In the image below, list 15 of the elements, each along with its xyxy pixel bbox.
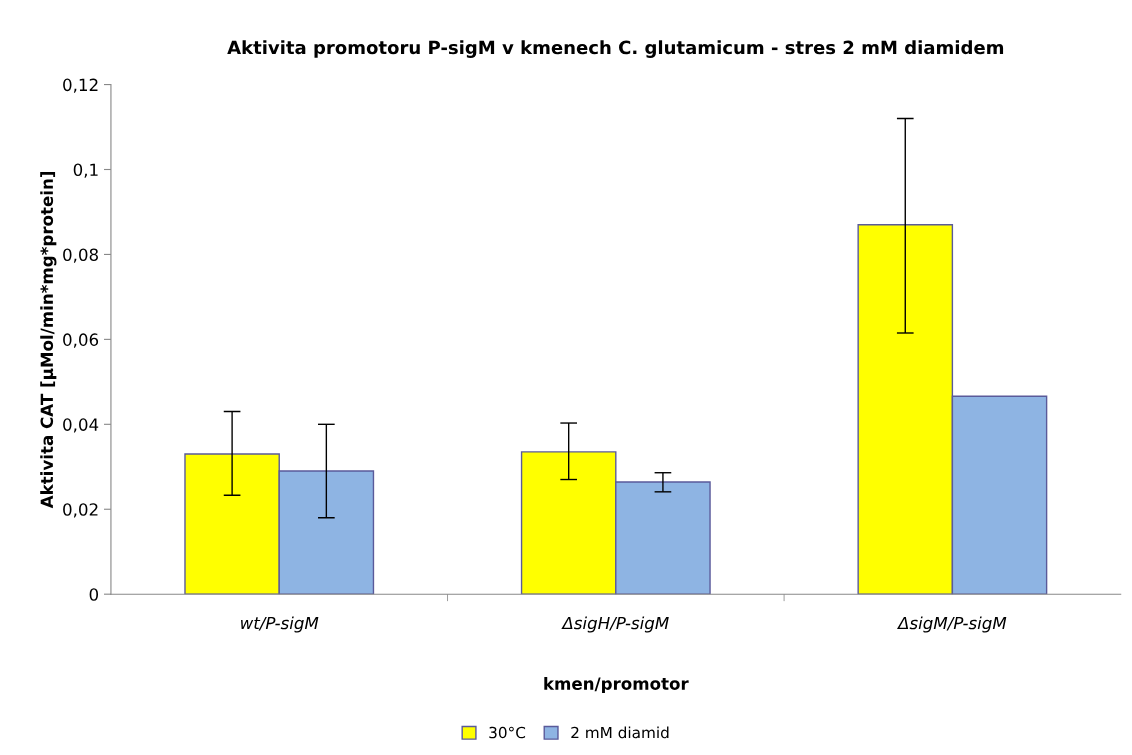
legend-label: 2 mM diamid xyxy=(571,726,669,739)
x-axis-title: kmen/promotor xyxy=(544,676,689,694)
x-tick-label: wt/P-sigM xyxy=(241,616,319,633)
y-tick-label: 0,06 xyxy=(63,333,99,348)
y-tick-label: 0 xyxy=(89,588,99,601)
y-tick-label: 0,02 xyxy=(63,503,98,518)
y-axis-title: Aktivita CAT [µMol/min*mg*protein] xyxy=(40,171,57,509)
legend-label: 30°C xyxy=(489,726,526,739)
y-tick-label: 0,12 xyxy=(63,78,98,93)
y-tick-label: 0,1 xyxy=(73,163,98,178)
chart-title: Aktivita promotoru P-sigM v kmenech C. glutamicum - stres 2 mM diamidem xyxy=(227,40,1004,58)
x-tick-label: ΔsigH/P-sigM xyxy=(561,616,669,633)
y-tick-label: 0,04 xyxy=(63,418,99,433)
y-tick-label: 0,08 xyxy=(63,248,98,263)
x-tick-label: ΔsigM/P-sigM xyxy=(896,616,1007,633)
